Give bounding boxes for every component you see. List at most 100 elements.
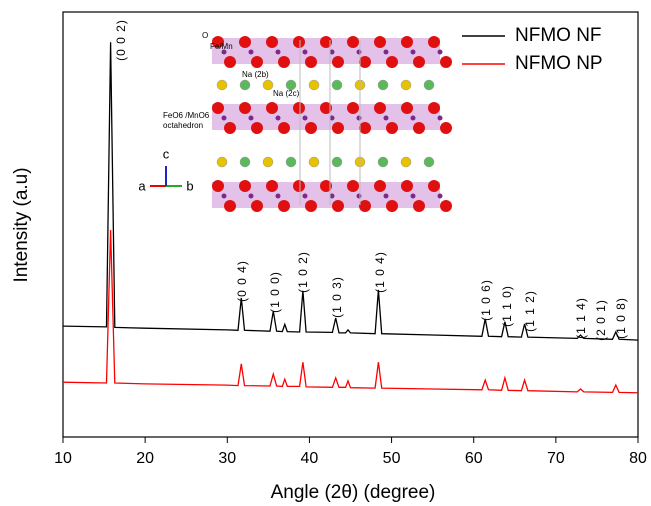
oxygen [305, 122, 317, 134]
peak-label: (1 0 4) [373, 251, 387, 293]
oxygen [374, 180, 386, 192]
metal [410, 49, 416, 55]
metal [275, 193, 281, 199]
peak-label: (1 1 0) [500, 285, 514, 327]
oxygen [386, 200, 398, 212]
sodium [262, 79, 274, 91]
sodium [239, 156, 251, 168]
metal [356, 193, 362, 199]
x-tick-label: 80 [629, 450, 647, 467]
peak-label: (1 1 2) [523, 290, 537, 332]
oxygen [374, 102, 386, 114]
oxygen [305, 200, 317, 212]
legend-label: NFMO NF [515, 25, 602, 46]
axis-letter: b [186, 178, 193, 193]
metal [302, 49, 308, 55]
sodium [308, 156, 320, 168]
oxygen [332, 122, 344, 134]
oxygen [278, 122, 290, 134]
x-tick-label: 10 [54, 450, 72, 467]
oxygen [347, 102, 359, 114]
oxygen [293, 180, 305, 192]
oxygen [440, 200, 452, 212]
oxygen [332, 56, 344, 68]
oxygen [212, 102, 224, 114]
x-tick-label: 70 [547, 450, 565, 467]
oxygen [212, 36, 224, 48]
sodium [262, 156, 274, 168]
sodium [423, 79, 435, 91]
x-tick-label: 60 [465, 450, 483, 467]
axis-letter: c [163, 146, 170, 161]
oxygen [413, 122, 425, 134]
oxygen [251, 122, 263, 134]
oxygen [374, 36, 386, 48]
oxygen [428, 180, 440, 192]
peak-label: (2 0 1) [594, 299, 608, 341]
oxygen [386, 122, 398, 134]
metal [221, 193, 227, 199]
oxygen [428, 102, 440, 114]
inset-label: FeO6 /MnO6 [163, 111, 210, 120]
oxygen [401, 102, 413, 114]
oxygen [278, 200, 290, 212]
peak-label: (1 0 6) [479, 279, 493, 321]
metal [329, 115, 335, 121]
peak-label: (1 1 4) [574, 297, 588, 339]
metal [302, 193, 308, 199]
oxygen [293, 102, 305, 114]
legend-label: NFMO NP [515, 53, 603, 74]
oxygen [266, 36, 278, 48]
x-axis-title: Angle (2θ) (degree) [271, 482, 436, 503]
sodium [377, 79, 389, 91]
oxygen [359, 200, 371, 212]
metal [383, 193, 389, 199]
oxygen [413, 200, 425, 212]
oxygen [320, 180, 332, 192]
metal [437, 115, 443, 121]
peak-label: (0 0 4) [235, 260, 249, 302]
metal [248, 193, 254, 199]
inset-label: O [202, 31, 208, 40]
oxygen [332, 200, 344, 212]
metal [329, 49, 335, 55]
oxygen [224, 56, 236, 68]
oxygen [239, 180, 251, 192]
metal [437, 193, 443, 199]
metal [410, 115, 416, 121]
oxygen [224, 200, 236, 212]
sodium [377, 156, 389, 168]
sodium [239, 79, 251, 91]
oxygen [251, 56, 263, 68]
metal [221, 49, 227, 55]
oxygen [320, 36, 332, 48]
oxygen [413, 56, 425, 68]
crystal-inset [212, 36, 452, 212]
oxygen [266, 180, 278, 192]
oxygen [320, 102, 332, 114]
metal [383, 49, 389, 55]
oxygen [293, 36, 305, 48]
inset-label: Na (2b) [242, 70, 269, 79]
sodium [216, 156, 228, 168]
metal [329, 193, 335, 199]
sodium [285, 79, 297, 91]
oxygen [212, 180, 224, 192]
plot-frame [62, 11, 639, 438]
metal [356, 49, 362, 55]
sodium [331, 156, 343, 168]
metal [275, 115, 281, 121]
sodium [308, 79, 320, 91]
oxygen [440, 122, 452, 134]
metal [437, 49, 443, 55]
metal [302, 115, 308, 121]
metal [356, 115, 362, 121]
series-line [62, 42, 639, 341]
sodium [400, 156, 412, 168]
oxygen [278, 56, 290, 68]
sodium [331, 79, 343, 91]
oxygen [224, 122, 236, 134]
oxygen [401, 36, 413, 48]
metal [383, 115, 389, 121]
